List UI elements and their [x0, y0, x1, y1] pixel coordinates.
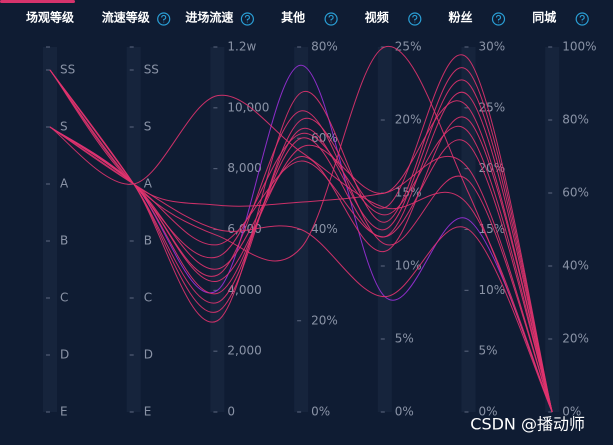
help-icon[interactable] — [575, 12, 589, 26]
tick-label: E — [60, 405, 68, 419]
tick-label: 25% — [479, 100, 506, 114]
series-line — [49, 54, 553, 413]
help-glyph — [328, 14, 334, 23]
axis-name: 同城 — [532, 10, 556, 25]
axis-name: 场观等级 — [26, 10, 74, 25]
axis-name: 视频 — [365, 10, 389, 25]
help-icon[interactable] — [491, 12, 506, 26]
series-line — [49, 91, 553, 413]
help-icon[interactable] — [408, 12, 422, 26]
tick-label: 80% — [311, 40, 338, 54]
help-circle — [575, 12, 589, 26]
tick-label: 10% — [479, 283, 506, 297]
axis-band — [43, 47, 57, 412]
tick-label: B — [144, 234, 152, 248]
axis-name: 其他 — [281, 10, 305, 25]
help-glyph — [579, 14, 585, 23]
tick-label: D — [144, 348, 153, 362]
axis-band — [545, 47, 560, 412]
watermark: CSDN @播动师 — [470, 415, 585, 434]
tick-label: C — [60, 291, 68, 305]
tick-label: S — [60, 120, 68, 134]
axis-name: 流速等级 — [102, 10, 150, 25]
tick-label: 0% — [395, 405, 414, 419]
tick-label: 0% — [479, 405, 498, 419]
help-icon[interactable] — [240, 12, 254, 26]
tick-label: S — [144, 120, 152, 134]
tick-label: 40% — [562, 259, 589, 273]
tick-label: SS — [60, 63, 75, 77]
series-line — [49, 67, 553, 413]
tick-label: B — [60, 234, 68, 248]
tab-indicator — [0, 0, 75, 3]
tick-label: 10% — [395, 259, 422, 273]
tick-label: 1.2w — [227, 40, 256, 54]
tick-label: D — [60, 348, 69, 362]
help-circle — [408, 12, 422, 26]
tick-label: 5% — [479, 344, 498, 358]
help-circle — [157, 12, 171, 26]
axis-name: 进场流速 — [185, 10, 233, 25]
tick-label: A — [144, 177, 153, 191]
help-glyph — [244, 14, 250, 23]
tick-label: SS — [144, 63, 159, 77]
tick-label: 60% — [562, 186, 589, 200]
tick-label: C — [144, 291, 152, 305]
tick-label: 10,000 — [227, 100, 269, 114]
tick-label: 8,000 — [227, 161, 261, 175]
tick-label: 20% — [562, 332, 589, 346]
lines — [49, 46, 553, 413]
help-circle — [324, 12, 338, 26]
help-icon[interactable] — [157, 12, 171, 26]
tick-label: 30% — [479, 40, 506, 54]
tick-label: 20% — [311, 313, 338, 327]
tick-label: 0% — [562, 405, 581, 419]
tick-label: 80% — [562, 113, 589, 127]
tick-label: 0 — [227, 405, 235, 419]
series-line — [49, 69, 553, 413]
tick-label: 25% — [395, 40, 422, 54]
help-circle — [491, 12, 506, 26]
series-line — [49, 94, 553, 413]
tick-label: 0% — [311, 405, 330, 419]
tick-label: E — [144, 405, 152, 419]
help-circle — [240, 12, 254, 26]
help-glyph — [161, 14, 167, 23]
tick-label: 20% — [395, 113, 422, 127]
tick-label: A — [60, 177, 69, 191]
tick-label: 2,000 — [227, 344, 261, 358]
help-glyph — [495, 14, 502, 23]
axis-band — [126, 47, 141, 412]
tick-label: 5% — [395, 332, 414, 346]
tick-label: 100% — [562, 40, 596, 54]
help-glyph — [412, 14, 418, 23]
axis-name: 粉丝 — [448, 10, 472, 25]
tick-label: 40% — [311, 222, 338, 236]
series-line — [49, 69, 553, 413]
series-line — [49, 110, 553, 413]
help-icon[interactable] — [324, 12, 338, 26]
